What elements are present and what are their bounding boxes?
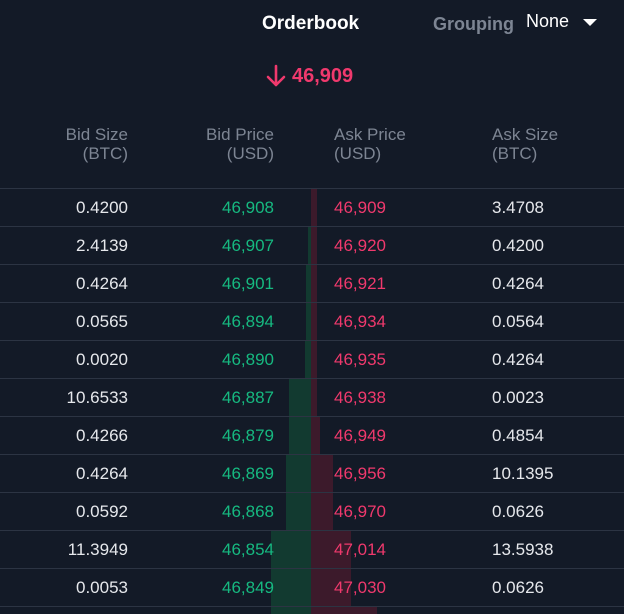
ask-price-cell: 46,956: [334, 464, 386, 483]
ask-price-cell: 46,935: [334, 350, 386, 369]
bid-size-cell: 2.4139: [76, 236, 128, 255]
bid-price-cell: 46,887: [222, 388, 274, 407]
column-header-ask-size: Ask Size (BTC): [492, 125, 559, 163]
orderbook-table: 0.4200 46,908 46,909 3.4708 2.4139 46,907 46,9…: [0, 188, 624, 607]
orderbook-row[interactable]: 2.4139 46,907 46,920 0.4200: [0, 226, 624, 264]
ask-size-cell: 0.0564: [492, 312, 544, 331]
bid-depth-bar: [308, 226, 311, 264]
orderbook-row[interactable]: 0.0020 46,890 46,935 0.4264: [0, 340, 624, 378]
grouping-dropdown[interactable]: None: [526, 11, 598, 32]
bid-price-cell: 46,894: [222, 312, 274, 331]
grouping-label: Grouping: [433, 14, 514, 34]
orderbook-row[interactable]: 0.4264 46,869 46,956 10.1395: [0, 454, 624, 492]
ask-depth-bar: [311, 416, 320, 454]
ask-depth-bar: [311, 454, 333, 492]
ask-price-cell: 46,921: [334, 274, 386, 293]
ask-price-cell: 47,030: [334, 578, 386, 597]
ask-depth-bar: [311, 568, 351, 606]
ask-size-cell: 10.1395: [492, 464, 554, 483]
ask-size-cell: 0.4264: [492, 274, 544, 293]
bid-depth-bar: [271, 530, 311, 614]
ask-price-cell: 47,014: [334, 540, 386, 559]
bid-price-cell: 46,890: [222, 350, 274, 369]
ask-depth-bar: [311, 530, 351, 568]
bid-price-cell: 46,868: [222, 502, 274, 521]
ask-size-cell: 0.0023: [492, 388, 544, 407]
orderbook-header: Orderbook Grouping None: [0, 0, 624, 50]
bid-price-cell: 46,854: [222, 540, 274, 559]
bid-size-cell: 10.6533: [66, 388, 128, 407]
bid-price-cell: 46,879: [222, 426, 274, 445]
ask-depth-bar: [311, 606, 377, 614]
ask-size-cell: 0.0626: [492, 502, 544, 521]
bid-price-cell: 46,908: [222, 198, 274, 217]
bid-size-cell: 0.4200: [76, 198, 128, 217]
orderbook-row[interactable]: 0.4200 46,908 46,909 3.4708: [0, 188, 624, 226]
bid-price-cell: 46,869: [222, 464, 274, 483]
orderbook-row[interactable]: 0.0592 46,868 46,970 0.0626: [0, 492, 624, 530]
orderbook-row[interactable]: 0.0053 46,849 47,030 0.0626: [0, 568, 624, 607]
bid-size-cell: 0.4264: [76, 274, 128, 293]
ask-size-cell: 0.4854: [492, 426, 544, 445]
ask-price-cell: 46,909: [334, 198, 386, 217]
grouping-selected-value: None: [526, 11, 570, 31]
orderbook-row[interactable]: 0.0565 46,894 46,934 0.0564: [0, 302, 624, 340]
bid-price-cell: 46,901: [222, 274, 274, 293]
orderbook-row[interactable]: 0.4264 46,901 46,921 0.4264: [0, 264, 624, 302]
orderbook-row[interactable]: 0.4266 46,879 46,949 0.4854: [0, 416, 624, 454]
column-header-bid-price: Bid Price (USD): [205, 125, 274, 163]
bid-size-cell: 0.4266: [76, 426, 128, 445]
orderbook-title: Orderbook: [262, 13, 360, 34]
ask-size-cell: 0.0626: [492, 578, 544, 597]
ask-size-cell: 0.4264: [492, 350, 544, 369]
last-price: 46,909: [264, 64, 353, 88]
ask-size-cell: 3.4708: [492, 198, 544, 217]
ask-depth-bar: [311, 492, 333, 530]
column-header-bid-size: Bid Size (BTC): [65, 125, 128, 163]
last-price-value: 46,909: [292, 64, 354, 87]
ask-size-cell: 13.5938: [492, 540, 554, 559]
orderbook-row[interactable]: 11.3949 46,854 47,014 13.5938: [0, 530, 624, 568]
bid-price-cell: 46,907: [222, 236, 274, 255]
bid-size-cell: 0.0020: [76, 350, 128, 369]
bid-depth-bar: [305, 340, 311, 378]
ask-price-cell: 46,934: [334, 312, 386, 331]
ask-price-cell: 46,970: [334, 502, 386, 521]
ask-price-cell: 46,949: [334, 426, 386, 445]
bid-size-cell: 0.0592: [76, 502, 128, 521]
ask-price-cell: 46,920: [334, 236, 386, 255]
bid-size-cell: 0.4264: [76, 464, 128, 483]
bid-price-cell: 46,849: [222, 578, 274, 597]
bid-size-cell: 0.0053: [76, 578, 128, 597]
chevron-down-icon: [583, 19, 598, 26]
orderbook-row[interactable]: 10.6533 46,887 46,938 0.0023: [0, 378, 624, 416]
ask-size-cell: 0.4200: [492, 236, 544, 255]
bid-size-cell: 11.3949: [67, 540, 128, 559]
ask-price-cell: 46,938: [334, 388, 386, 407]
column-header-ask-price: Ask Price (USD): [334, 125, 406, 163]
arrow-down-icon: [266, 64, 286, 87]
bid-size-cell: 0.0565: [76, 312, 128, 331]
